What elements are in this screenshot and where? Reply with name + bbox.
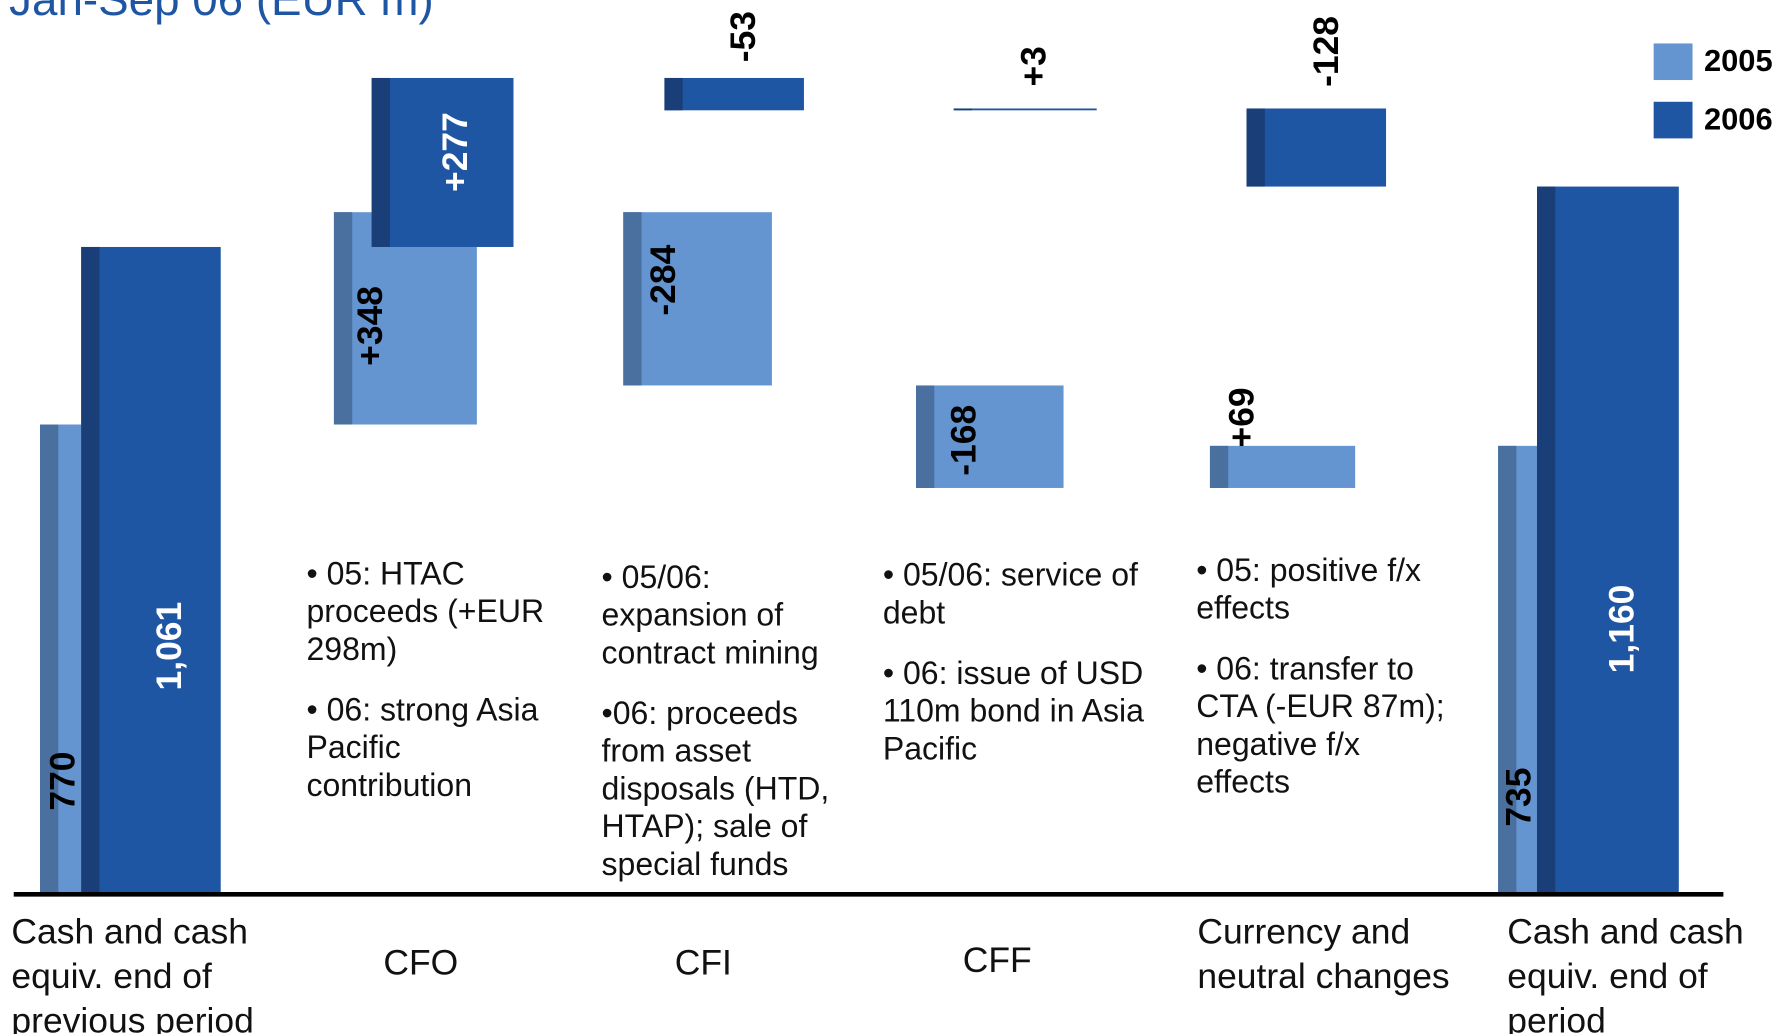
bar: [371, 77, 514, 247]
value-label: 735: [1498, 768, 1538, 827]
value-label: -128: [1306, 16, 1346, 87]
annotation-text: • 06: transfer to CTA (-EUR 87m); negati…: [1196, 650, 1445, 800]
bar: [1536, 186, 1679, 895]
bar-shade: [664, 77, 683, 111]
bar-shade: [1209, 445, 1229, 488]
x-tick-label: CFF: [962, 940, 1032, 981]
annotation: • 05/06: expansion of contract mining •06…: [602, 558, 848, 906]
bar-shade: [1498, 445, 1517, 895]
annotation-text: • 05/06: service of debt: [882, 556, 1138, 631]
value-label: +69: [1222, 387, 1262, 447]
annotation: • 05: HTAC proceeds (+EUR 298m) • 06: str…: [306, 555, 569, 827]
bar-shade: [623, 212, 642, 386]
legend-label: 2005: [1704, 43, 1773, 78]
legend-swatch: [1653, 43, 1693, 81]
bar: [81, 246, 221, 895]
bar-shade: [1536, 186, 1556, 895]
bar-shade: [916, 385, 935, 488]
bar: [333, 212, 477, 425]
annotation-text: • 05: HTAC proceeds (+EUR 298m): [306, 555, 545, 667]
annotation-text: • 05/06: expansion of contract mining: [601, 559, 819, 671]
annotation-text: • 05: positive f/x effects: [1196, 552, 1421, 626]
annotation-text: • 06: strong Asia Pacific contribution: [306, 691, 539, 803]
annotation-text: • 06: issue of USD 110m bond in Asia Pac…: [882, 655, 1144, 767]
bar: [953, 108, 1097, 111]
bar-shade: [40, 424, 59, 895]
legend-label: 2006: [1704, 101, 1773, 136]
value-label: 770: [43, 752, 83, 811]
value-label: -168: [944, 405, 984, 476]
bar-shade: [333, 212, 353, 425]
value-label: +3: [1013, 46, 1053, 86]
x-tick-label: CFO: [383, 942, 459, 983]
value-label: 1,160: [1601, 585, 1641, 674]
bar-shade: [1246, 108, 1265, 187]
bar: [1209, 445, 1356, 488]
bar: [664, 77, 804, 111]
bar: [916, 385, 1064, 488]
x-tick-label: CFI: [674, 942, 732, 983]
x-tick-label: Cash and cash equiv. end of period: [1507, 911, 1744, 1034]
legend-swatch: [1653, 101, 1693, 139]
value-label: -53: [723, 11, 763, 62]
bar: [1246, 108, 1387, 187]
bar-shade: [953, 108, 973, 111]
value-label: 1,061: [149, 602, 189, 691]
annotation-text: •06: proceeds from asset disposals (HTD,…: [601, 695, 830, 882]
chart-title: Jan-Sep 06 (EUR m): [9, 0, 434, 26]
annotation: • 05: positive f/x effects • 06: transfer…: [1196, 551, 1453, 823]
value-label: +348: [350, 286, 390, 366]
value-label: +277: [435, 112, 475, 192]
bar-shade: [371, 77, 390, 247]
bar: [623, 212, 772, 386]
x-tick-label: Currency and neutral changes: [1197, 911, 1450, 997]
bar-shade: [81, 246, 100, 895]
value-label: -284: [643, 244, 683, 315]
annotation: • 05/06: service of debt • 06: issue of U…: [883, 556, 1169, 790]
x-tick-label: Cash and cash equiv. end of previous per…: [11, 911, 254, 1034]
